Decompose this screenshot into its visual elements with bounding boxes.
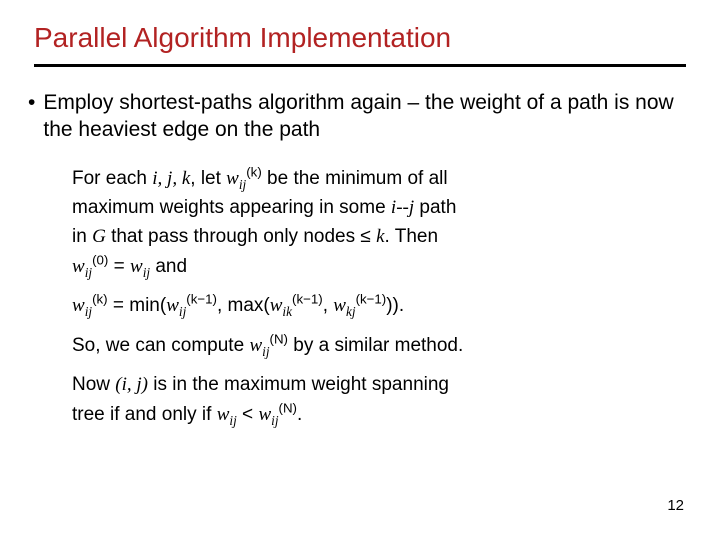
slide-title: Parallel Algorithm Implementation xyxy=(34,22,686,54)
math-line-6: So, we can compute wij(N) by a similar m… xyxy=(72,331,686,360)
math-line-5: wij(k) = min(wij(k−1), max(wik(k−1), wkj… xyxy=(72,291,686,320)
math-line-4: wij(0) = wij and xyxy=(72,252,686,281)
title-rule xyxy=(34,64,686,67)
math-line-3: in G that pass through only nodes ≤ k. T… xyxy=(72,222,686,251)
bullet-marker: • xyxy=(28,89,35,116)
bullet-item: • Employ shortest-paths algorithm again … xyxy=(28,89,686,144)
math-line-7: Now (i, j) is in the maximum weight span… xyxy=(72,370,686,399)
math-line-1: For each i, j, k, let wij(k) be the mini… xyxy=(72,164,686,193)
math-line-8: tree if and only if wij < wij(N). xyxy=(72,400,686,429)
slide: Parallel Algorithm Implementation • Empl… xyxy=(0,0,720,540)
page-number: 12 xyxy=(667,497,684,514)
math-line-2: maximum weights appearing in some i--j p… xyxy=(72,193,686,222)
math-body: For each i, j, k, let wij(k) be the mini… xyxy=(72,164,686,430)
bullet-text: Employ shortest-paths algorithm again – … xyxy=(43,89,686,144)
